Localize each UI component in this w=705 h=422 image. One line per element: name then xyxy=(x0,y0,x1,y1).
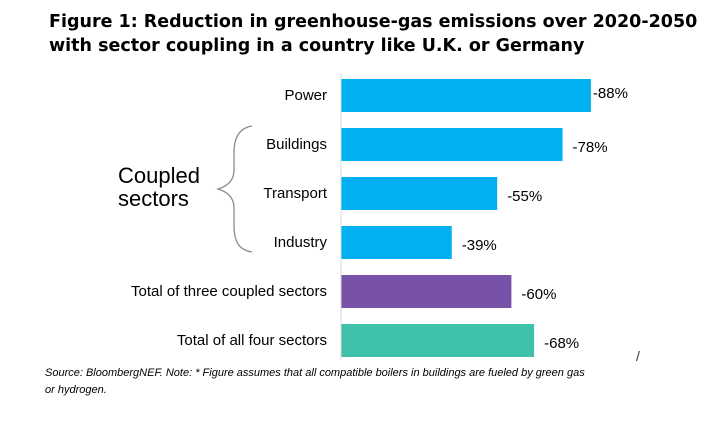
category-label-power: Power xyxy=(284,87,327,104)
chart-title: Figure 1: Reduction in greenhouse-gas em… xyxy=(49,10,699,58)
value-label-buildings: -78% xyxy=(573,139,608,156)
value-label-total-of-three-coupled-sectors: -60% xyxy=(521,286,556,303)
source-note: Source: BloombergNEF. Note: * Figure ass… xyxy=(45,365,695,399)
category-label-buildings: Buildings xyxy=(266,136,327,153)
bars-group xyxy=(341,79,591,357)
source-note-line-1: Source: BloombergNEF. Note: * Figure ass… xyxy=(45,367,585,379)
bar-transport xyxy=(341,177,498,210)
stray-mark: / xyxy=(636,348,640,364)
coupled-sectors-label-line-2: sectors xyxy=(118,186,189,211)
value-label-industry: -39% xyxy=(462,237,497,254)
chart-title-line-1: Figure 1: Reduction in greenhouse-gas em… xyxy=(49,12,698,32)
chart-title-line-2: with sector coupling in a country like U… xyxy=(49,36,585,56)
bar-total-of-all-four-sectors xyxy=(341,324,535,357)
category-label-industry: Industry xyxy=(274,234,328,251)
category-label-total-of-three-coupled-sectors: Total of three coupled sectors xyxy=(131,283,327,300)
value-label-power: -88% xyxy=(593,85,628,102)
coupled-sectors-label: Coupled sectors xyxy=(118,164,200,210)
coupled-sectors-brace xyxy=(215,125,253,253)
value-label-transport: -55% xyxy=(507,188,542,205)
category-label-total-of-all-four-sectors: Total of all four sectors xyxy=(177,332,327,349)
bar-buildings xyxy=(341,128,563,161)
value-label-total-of-all-four-sectors: -68% xyxy=(544,335,579,352)
coupled-sectors-label-line-1: Coupled xyxy=(118,163,200,188)
bar-total-of-three-coupled-sectors xyxy=(341,275,512,308)
category-labels-group: Power Buildings Transport Industry Total of … xyxy=(131,87,328,349)
value-labels-group: -88% -78% -55% -39% -60% -68% xyxy=(462,85,628,352)
category-label-transport: Transport xyxy=(263,185,327,202)
source-note-line-2: or hydrogen. xyxy=(45,384,107,396)
bar-power xyxy=(341,79,591,112)
bar-industry xyxy=(341,226,452,259)
